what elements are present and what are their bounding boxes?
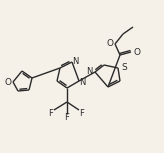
- Text: N: N: [72, 56, 78, 65]
- Text: N: N: [86, 67, 92, 75]
- Text: F: F: [49, 108, 53, 118]
- Text: S: S: [121, 62, 127, 71]
- Text: O: O: [4, 78, 11, 86]
- Text: O: O: [106, 39, 113, 47]
- Text: F: F: [65, 112, 69, 121]
- Text: F: F: [80, 108, 84, 118]
- Text: N: N: [79, 78, 85, 86]
- Text: O: O: [134, 47, 141, 56]
